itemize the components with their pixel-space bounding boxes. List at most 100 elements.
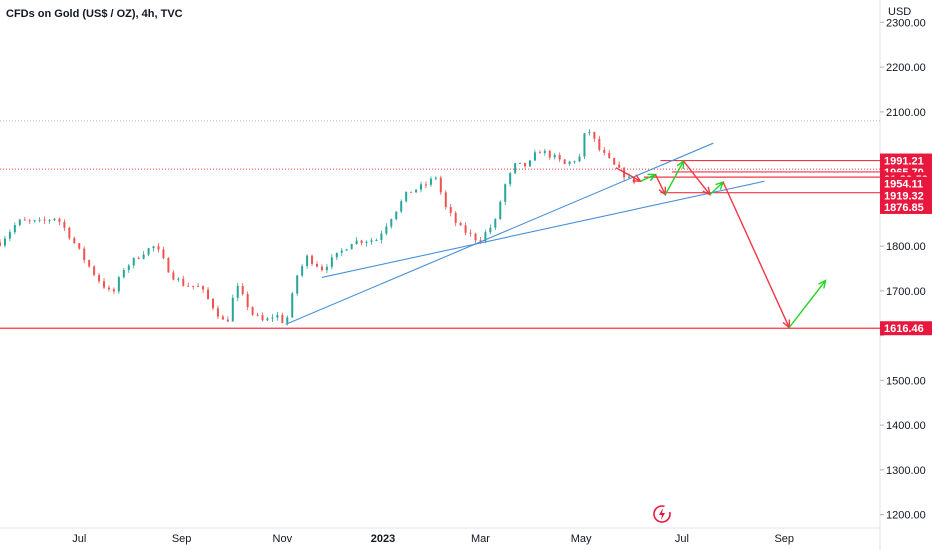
candle-body — [107, 287, 110, 290]
candle-body — [464, 225, 467, 233]
candle-body — [177, 278, 180, 280]
y-tick-label: 1300.00 — [886, 465, 926, 477]
trendline — [321, 180, 765, 278]
candle-body — [509, 173, 512, 185]
price-tag-label: 1919.32 — [884, 190, 924, 202]
candle-body — [63, 221, 66, 228]
candle-body — [152, 246, 155, 249]
candle-body — [88, 260, 91, 267]
candle-body — [628, 176, 631, 178]
projection-arrow-line — [654, 174, 666, 195]
y-tick-label: 2300.00 — [886, 17, 926, 29]
candle-body — [370, 240, 373, 242]
candle-body — [211, 298, 214, 309]
candle-body — [241, 285, 244, 295]
candle-body — [504, 184, 507, 202]
price-tag-bg — [880, 188, 932, 203]
candle-body — [538, 152, 541, 154]
candle-body — [365, 241, 368, 244]
candle-body — [231, 297, 234, 322]
candle-body — [167, 258, 170, 273]
candle-body — [197, 286, 200, 288]
candle-body — [256, 314, 259, 316]
x-tick-label: 2023 — [371, 533, 395, 545]
x-tick-label: Sep — [774, 533, 794, 545]
candle-body — [543, 150, 546, 154]
trendlines-layer — [285, 142, 765, 325]
candle-body — [573, 161, 576, 163]
candle-body — [385, 226, 388, 234]
candle-body — [172, 272, 175, 280]
candle-body — [58, 218, 61, 222]
candle-body — [246, 294, 249, 308]
candle-body — [162, 249, 165, 259]
projection-arrow-line — [788, 280, 827, 328]
candle-body — [632, 176, 635, 183]
candle-body — [474, 233, 477, 241]
price-tags-layer: 1991.211965.7001:30:591954.111919.321876… — [880, 153, 932, 336]
candle-body — [494, 219, 497, 228]
candle-body — [261, 315, 264, 321]
price-tag-bg — [880, 199, 932, 214]
candle-body — [320, 266, 323, 271]
candle-body — [439, 177, 442, 193]
projection-arrow-line — [682, 160, 711, 196]
candle-body — [330, 257, 333, 267]
trendline — [285, 142, 714, 325]
price-tag-label: 1616.46 — [884, 323, 924, 335]
candle-body — [18, 219, 21, 226]
candle-body — [147, 248, 150, 255]
candle-body — [519, 162, 522, 164]
candle-body — [83, 248, 86, 261]
candle-body — [415, 189, 418, 193]
candle-body — [553, 154, 556, 158]
candle-body — [117, 277, 120, 292]
candle-body — [202, 286, 205, 290]
x-tick-label: Mar — [471, 533, 490, 545]
candle-body — [28, 220, 31, 222]
y-tick-label: 2200.00 — [886, 62, 926, 74]
candle-body — [132, 257, 135, 266]
projection-arrow-head — [818, 279, 827, 289]
candle-body — [142, 254, 145, 259]
candle-body — [296, 275, 299, 294]
y-tick-label: 1700.00 — [886, 286, 926, 298]
candle-body — [340, 250, 343, 253]
candle-body — [390, 219, 393, 227]
candle-body — [578, 156, 581, 162]
candle-body — [103, 281, 106, 288]
candle-body — [3, 238, 6, 246]
x-tick-label: Jul — [72, 533, 86, 545]
candle-body — [0, 242, 1, 246]
candle-body — [598, 138, 601, 150]
candle-body — [301, 266, 304, 276]
price-tag-bg — [880, 321, 932, 336]
candle-body — [325, 266, 328, 271]
candle-body — [281, 315, 284, 323]
candle-body — [112, 289, 115, 292]
candle-body — [360, 240, 363, 244]
price-tag-bg — [880, 176, 932, 191]
tradingview-logo-icon[interactable] — [652, 504, 672, 524]
candle-body — [548, 150, 551, 158]
candle-body — [187, 285, 190, 287]
candle-body — [8, 232, 11, 239]
time-axis[interactable]: Jul Sep Nov 2023 Mar May Jul Sep — [72, 533, 794, 545]
price-axis[interactable]: USD 1200.00 1300.00 1400.00 1500.00 1700.00 1… — [880, 6, 926, 522]
candle-body — [33, 220, 36, 222]
candle-body — [221, 316, 224, 320]
candle-body — [276, 315, 279, 318]
candle-body — [395, 211, 398, 220]
candle-body — [291, 293, 294, 318]
y-tick-label: 2100.00 — [886, 107, 926, 119]
y-tick-label: 1400.00 — [886, 420, 926, 432]
grid-layer — [0, 0, 881, 550]
candle-body — [449, 207, 452, 213]
candle-body — [251, 307, 254, 315]
candle-body — [355, 240, 358, 245]
candle-body — [380, 233, 383, 241]
projection-arrow-line — [664, 160, 685, 195]
candle-body — [608, 152, 611, 159]
candle-body — [127, 265, 130, 271]
